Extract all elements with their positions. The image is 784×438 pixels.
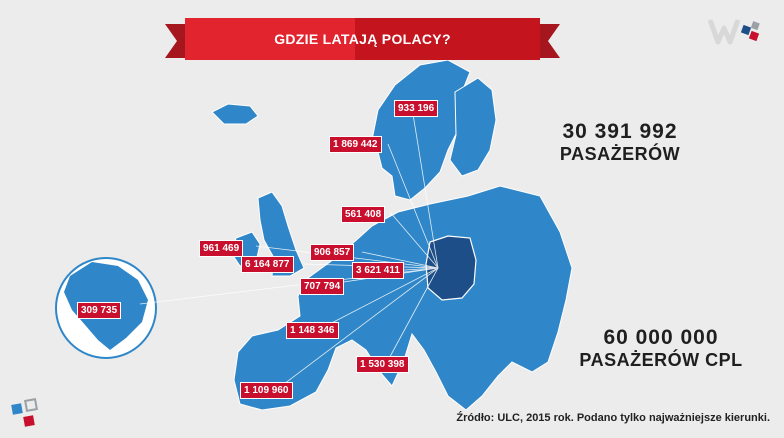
label-italy: 1 530 398: [356, 356, 409, 373]
page-title: GDZIE LATAJĄ POLACY?: [274, 31, 451, 47]
stat-cpl: 60 000 000 PASAŻERÓW CPL: [556, 326, 766, 371]
label-ireland: 961 469: [199, 240, 244, 257]
stat-cpl-unit: PASAŻERÓW CPL: [579, 350, 743, 370]
stat-cpl-value: 60 000 000: [603, 326, 719, 349]
label-sweden-norway: 1 869 442: [329, 136, 382, 153]
label-france: 707 794: [300, 278, 345, 295]
label-spain: 1 109 960: [240, 382, 293, 399]
uk-landmass: [257, 191, 305, 277]
label-germany: 3 621 411: [352, 262, 404, 279]
source-note: Źródło: ULC, 2015 rok. Podano tylko najw…: [456, 412, 770, 424]
brand-logo-icon: [707, 19, 760, 45]
title-banner: GDZIE LATAJĄ POLACY?: [165, 18, 560, 68]
stat-total-unit: PASAŻERÓW: [559, 144, 681, 164]
label-norway: 933 196: [394, 100, 439, 117]
stat-total-value: 30 391 992: [562, 120, 678, 143]
label-usa: 309 735: [77, 302, 122, 319]
ribbon-shape: [165, 18, 560, 60]
continental-europe: [233, 185, 573, 411]
corner-squares-icon: [11, 398, 38, 427]
label-uk: 6 164 877: [241, 256, 294, 273]
scandinavia-landmass: [371, 59, 471, 201]
label-denmark: 561 408: [341, 206, 386, 223]
iceland-landmass: [211, 103, 259, 125]
stat-total: 30 391 992 PASAŻERÓW: [540, 120, 700, 165]
label-netherlands: 906 857: [310, 244, 355, 261]
label-spain-north: 1 148 346: [286, 322, 339, 339]
finland-landmass: [449, 77, 497, 177]
